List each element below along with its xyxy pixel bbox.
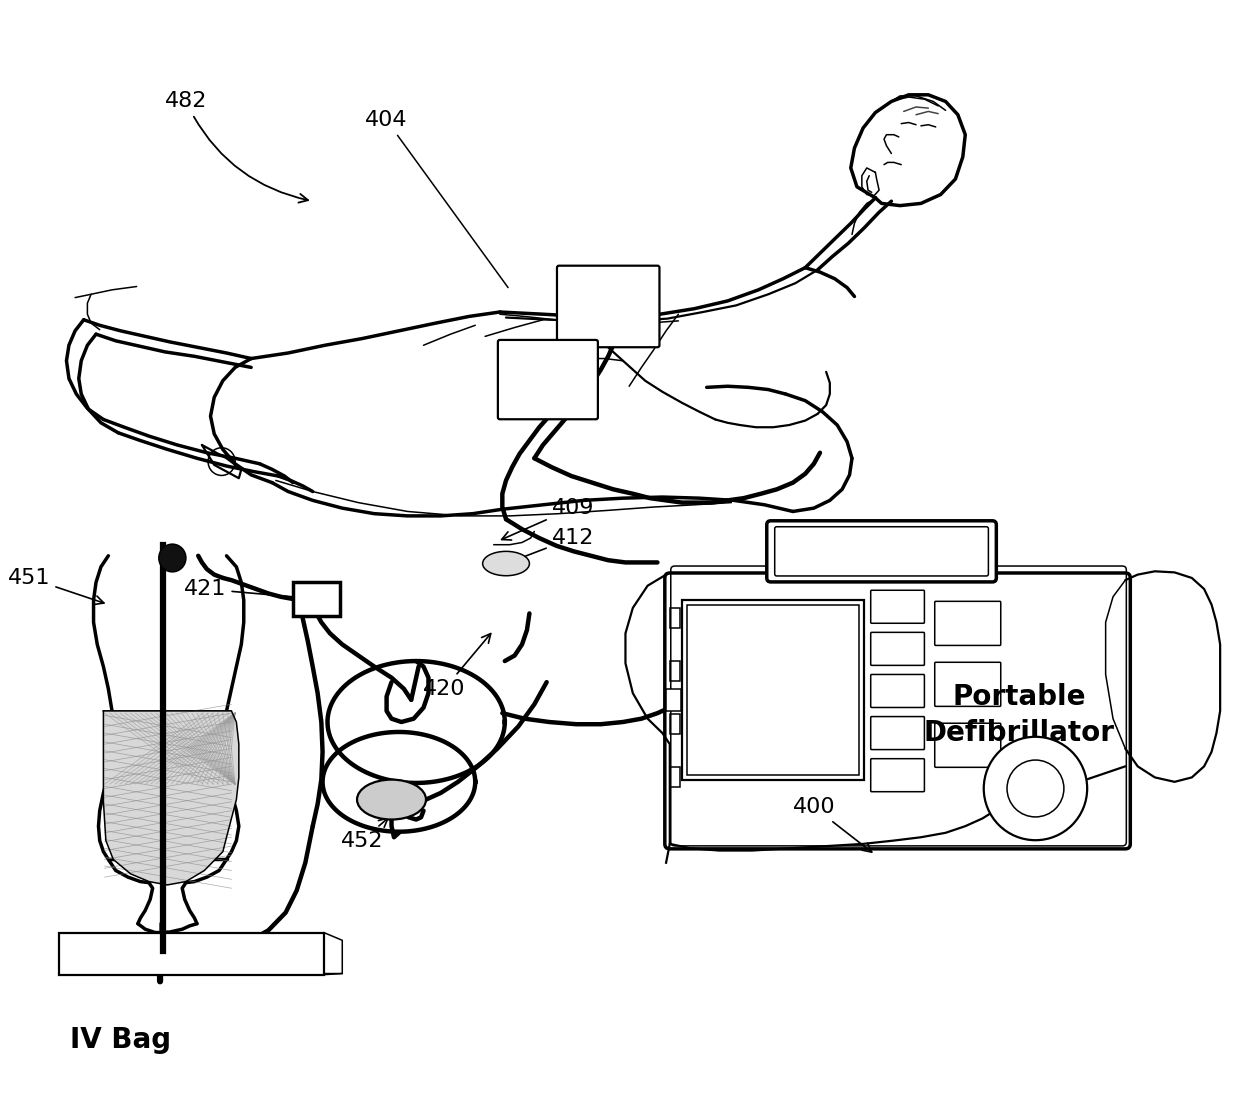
Circle shape	[983, 737, 1087, 840]
Bar	[670, 608, 680, 628]
Text: 420: 420	[423, 634, 491, 699]
Text: 452: 452	[341, 818, 388, 850]
Text: IV Bag: IV Bag	[71, 1026, 171, 1054]
Text: 451: 451	[7, 568, 104, 605]
Bar	[666, 689, 681, 711]
FancyBboxPatch shape	[665, 573, 1131, 849]
Text: Portable: Portable	[952, 683, 1086, 711]
Ellipse shape	[357, 780, 427, 819]
Text: 404: 404	[366, 110, 508, 288]
Bar	[670, 714, 680, 734]
Text: Defibrillator: Defibrillator	[924, 719, 1115, 747]
Bar	[670, 768, 680, 788]
Text: 421: 421	[185, 579, 312, 603]
FancyBboxPatch shape	[498, 340, 598, 420]
Polygon shape	[103, 711, 239, 885]
Text: 482: 482	[165, 92, 308, 203]
FancyBboxPatch shape	[766, 521, 996, 581]
Ellipse shape	[159, 545, 186, 571]
Bar	[670, 661, 680, 681]
Ellipse shape	[482, 551, 529, 576]
Bar	[687, 605, 859, 776]
FancyBboxPatch shape	[293, 583, 340, 616]
Bar	[682, 600, 864, 780]
FancyBboxPatch shape	[60, 933, 324, 974]
Text: 400: 400	[792, 797, 872, 853]
FancyBboxPatch shape	[557, 266, 660, 347]
Text: 412: 412	[511, 528, 594, 562]
Text: 409: 409	[502, 498, 594, 540]
